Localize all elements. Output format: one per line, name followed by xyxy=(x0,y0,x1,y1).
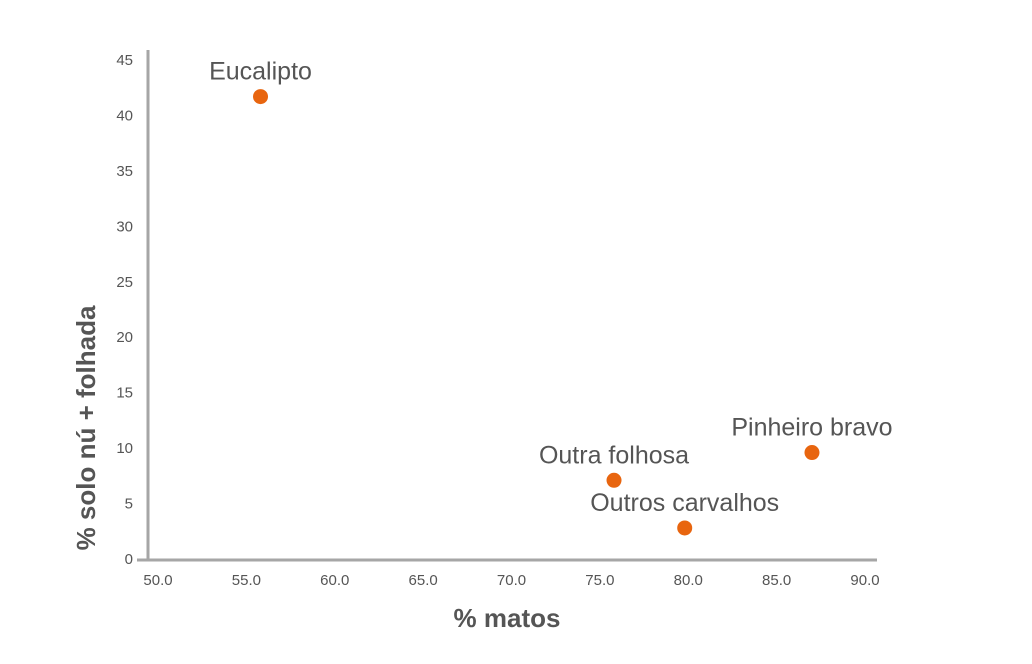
y-tick-label: 15 xyxy=(116,385,133,402)
point-label: Outros carvalhos xyxy=(590,489,779,517)
y-tick-label: 0 xyxy=(125,551,133,568)
y-tick-label: 5 xyxy=(125,496,133,513)
data-point xyxy=(804,445,820,461)
y-tick-label: 20 xyxy=(116,329,133,346)
point-labels: Eucalipto Outra folhosa Outros carvalhos Pi… xyxy=(209,58,892,517)
point-label: Outra folhosa xyxy=(539,441,689,469)
data-point xyxy=(677,520,693,536)
x-tick-label: 80.0 xyxy=(674,572,703,589)
x-tick-label: 50.0 xyxy=(143,572,172,589)
data-point xyxy=(606,472,622,488)
point-label: Eucalipto xyxy=(209,58,312,86)
y-tick-label: 35 xyxy=(116,163,133,180)
x-tick-label: 70.0 xyxy=(497,572,526,589)
y-tick-label: 10 xyxy=(116,440,133,457)
y-tick-label: 25 xyxy=(116,274,133,291)
data-points xyxy=(253,89,820,536)
x-tick-label: 60.0 xyxy=(320,572,349,589)
x-tick-label: 85.0 xyxy=(762,572,791,589)
x-axis-title: % matos xyxy=(454,603,561,633)
x-tick-labels: 50.0 55.0 60.0 65.0 70.0 75.0 80.0 85.0 90.0 xyxy=(143,572,879,589)
x-tick-label: 90.0 xyxy=(850,572,879,589)
data-point xyxy=(253,89,269,105)
y-tick-label: 45 xyxy=(116,52,133,69)
point-label: Pinheiro bravo xyxy=(731,414,892,442)
x-tick-label: 65.0 xyxy=(409,572,438,589)
x-tick-label: 75.0 xyxy=(585,572,614,589)
y-tick-label: 30 xyxy=(116,218,133,235)
y-tick-label: 40 xyxy=(116,107,133,124)
y-axis-title: % solo nú + folhada xyxy=(71,305,101,550)
y-tick-labels: 0 5 10 15 20 25 30 35 40 45 xyxy=(116,52,133,568)
x-tick-label: 55.0 xyxy=(232,572,261,589)
